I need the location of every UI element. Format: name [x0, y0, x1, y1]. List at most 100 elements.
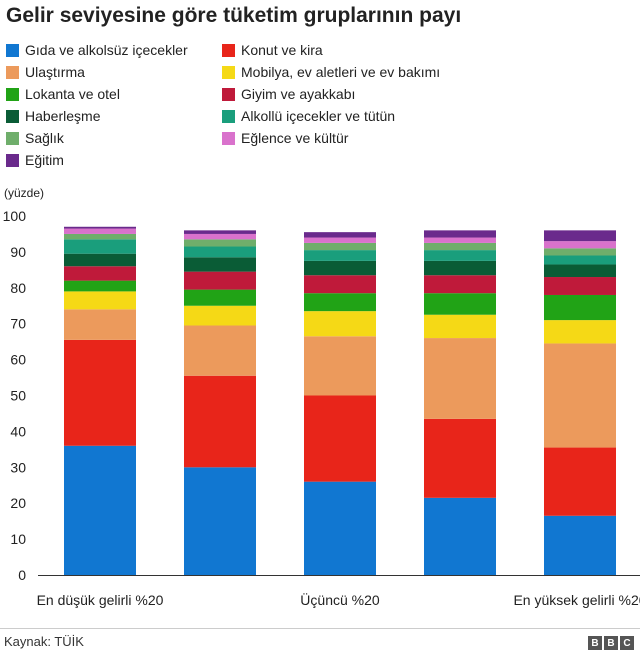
legend-label: Haberleşme: [25, 108, 101, 124]
y-tick-label: 70: [10, 316, 26, 332]
bar-segment: [304, 242, 376, 251]
bar-segment: [304, 481, 376, 575]
bar-segment: [544, 447, 616, 516]
bar-segment: [544, 294, 616, 321]
legend-item: Ulaştırma: [6, 64, 85, 80]
bar-segment: [424, 418, 496, 498]
bar-segment: [304, 311, 376, 337]
legend-item: Eğlence ve kültür: [222, 130, 348, 146]
bar-segment: [184, 325, 256, 376]
x-tick-label: En yüksek gelirli %20: [513, 592, 640, 608]
bar-segment: [184, 375, 256, 468]
logo-letter: B: [604, 636, 618, 650]
y-tick-label: 90: [10, 244, 26, 260]
bar-segment: [184, 230, 256, 234]
legend-label: Eğlence ve kültür: [241, 130, 349, 146]
bar-segment: [184, 233, 256, 240]
bar-segment: [184, 467, 256, 575]
bar-segment: [424, 260, 496, 276]
bar-segment: [64, 233, 136, 240]
logo-letter: C: [620, 636, 634, 650]
bar-segment: [304, 336, 376, 396]
bar-segment: [184, 305, 256, 326]
chart-title: Gelir seviyesine göre tüketim gruplarını…: [6, 4, 462, 27]
stacked-bar-chart: 0 10 20 30 40 50 60 70 80 90 100 En düşük gelirli %…: [3, 208, 640, 608]
bar-segment: [64, 266, 136, 281]
bar-segment: [424, 314, 496, 339]
bar-segment: [544, 277, 616, 295]
bar-segment: [184, 271, 256, 290]
bar-segment: [304, 250, 376, 261]
bar-segment: [544, 255, 616, 265]
y-tick-label: 10: [10, 531, 26, 547]
bar-segment: [304, 275, 376, 294]
legend-item: Haberleşme: [6, 108, 100, 124]
bar-segment: [544, 515, 616, 575]
bar-segment: [64, 239, 136, 254]
bar-segment: [424, 338, 496, 419]
bar-segment: [64, 309, 136, 340]
legend-swatch: [6, 65, 19, 79]
legend-item: Mobilya, ev aletleri ve ev bakımı: [222, 64, 440, 80]
legend-item: Alkollü içecekler ve tütün: [222, 108, 395, 124]
legend-item: Sağlık: [6, 130, 64, 146]
bar-segment: [304, 237, 376, 243]
bar-segment: [544, 230, 616, 242]
bar-segment: [184, 289, 256, 306]
bar-segment: [424, 250, 496, 261]
legend-item: Konut ve kira: [222, 42, 323, 58]
y-tick-label: 100: [3, 208, 27, 224]
bar-segment: [424, 230, 496, 238]
legend-swatch: [222, 65, 235, 79]
bar-segment: [64, 228, 136, 234]
legend-swatch: [222, 109, 235, 123]
legend-label: Lokanta ve otel: [25, 86, 120, 102]
bar-segment: [184, 257, 256, 272]
x-tick-label: Üçüncü %20: [300, 591, 380, 608]
legend-swatch: [222, 131, 235, 145]
bar-segment: [184, 246, 256, 258]
bbc-logo: B B C: [588, 636, 634, 650]
bar-segment: [64, 226, 136, 229]
bar-segment: [304, 293, 376, 312]
x-tick-label: En düşük gelirli %20: [37, 592, 164, 608]
bar-segment: [424, 293, 496, 315]
legend-label: Giyim ve ayakkabı: [241, 86, 356, 102]
bar-segment: [544, 248, 616, 256]
legend-swatch: [6, 109, 19, 123]
y-tick-label: 0: [18, 567, 26, 583]
legend-swatch: [222, 43, 235, 57]
y-tick-label: 50: [10, 388, 26, 404]
bar-segment: [64, 253, 136, 267]
bar-segment: [64, 291, 136, 310]
legend-swatch: [6, 131, 19, 145]
y-tick-label: 80: [10, 280, 26, 296]
y-tick-label: 60: [10, 352, 26, 368]
legend-label: Ulaştırma: [25, 64, 85, 80]
legend-item: Giyim ve ayakkabı: [222, 86, 355, 102]
legend-label: Konut ve kira: [241, 42, 323, 58]
legend-label: Mobilya, ev aletleri ve ev bakımı: [241, 64, 441, 80]
source-note: Kaynak: TÜİK: [4, 634, 84, 649]
legend-item: Lokanta ve otel: [6, 86, 120, 102]
bar-segment: [544, 320, 616, 344]
legend-label: Gıda ve alkolsüz içecekler: [25, 42, 188, 58]
legend-label: Eğitim: [25, 152, 64, 168]
bar-segment: [184, 239, 256, 247]
y-tick-label: 40: [10, 423, 26, 439]
bar-segment: [304, 395, 376, 482]
legend-swatch: [6, 87, 19, 101]
bar-segment: [424, 237, 496, 243]
legend-item: Gıda ve alkolsüz içecekler: [6, 42, 188, 58]
legend-item: Eğitim: [6, 152, 64, 168]
bar-segment: [544, 343, 616, 448]
legend-label: Alkollü içecekler ve tütün: [241, 108, 396, 124]
bar-segment: [304, 232, 376, 238]
y-tick-label: 30: [10, 459, 26, 475]
bar-segment: [544, 264, 616, 278]
logo-letter: B: [588, 636, 602, 650]
legend-swatch: [6, 43, 19, 57]
bar-segment: [64, 339, 136, 446]
legend-swatch: [222, 87, 235, 101]
bar-segment: [544, 241, 616, 249]
